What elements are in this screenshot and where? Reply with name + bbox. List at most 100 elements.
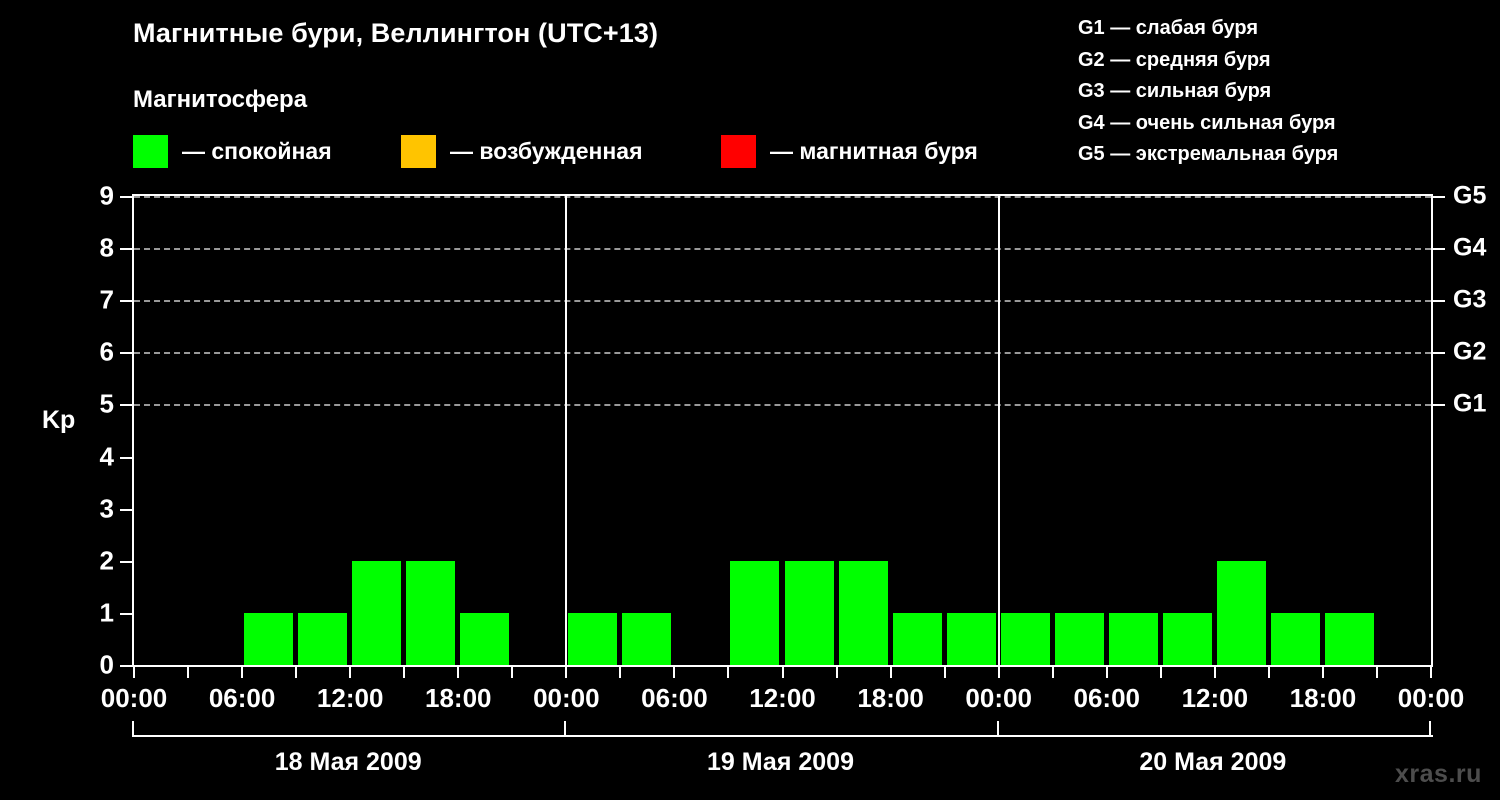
g-tick-label-g5: G5 [1453,181,1487,210]
x-tick-23 [1375,665,1378,678]
bar-21[interactable] [1270,612,1320,665]
y-tick-label-8: 8 [99,232,114,263]
x-tick-3 [295,665,298,678]
gscale-line-g2: G2 — средняя буря [1078,48,1271,71]
day-label-0: 18 Мая 2009 [274,748,422,776]
legend-label-storm: — магнитная буря [770,137,978,164]
day-label-1: 19 Мая 2009 [707,748,854,776]
gridline-kp-6 [134,352,1431,355]
x-tick-18 [1105,665,1108,678]
gridline-kp-9 [134,196,1431,198]
g-tick-label-g3: G3 [1453,285,1487,314]
y-tick-label-9: 9 [99,180,114,211]
y-tick-label-4: 4 [99,441,114,472]
orange-swatch-icon [401,134,436,168]
bar-6[interactable] [460,612,510,665]
day-bracket-tick-0 [132,721,134,735]
legend-label-unsettled: — возбужденная [450,137,643,164]
y-tick-label-3: 3 [99,493,114,524]
x-tick-label-7: 18:00 [857,683,924,713]
bar-9[interactable] [622,612,672,665]
bar-5[interactable] [406,560,456,665]
gridline-kp-7 [134,300,1431,303]
x-tick-label-1: 06:00 [208,683,276,713]
x-tick-11 [727,665,730,678]
x-tick-19 [1159,665,1162,678]
day-bracket-tick-3 [1429,721,1431,735]
x-tick-label-2: 12:00 [316,683,384,713]
x-tick-14 [889,665,892,678]
x-tick-22 [1321,665,1324,678]
y-tick-2 [120,560,134,563]
y-tick-label-2: 2 [99,545,114,576]
green-swatch-icon [133,134,168,168]
y-tick-9 [120,196,134,198]
y-tick-5 [120,404,134,407]
x-tick-10 [673,665,676,678]
y-tick-label-5: 5 [99,388,114,419]
legend-label-quiet: — спокойная [182,137,332,164]
bar-2[interactable] [244,612,294,665]
x-tick-2 [241,665,244,678]
x-tick-1 [187,665,190,678]
bar-12[interactable] [784,560,834,665]
day-bracket-tick-2 [996,721,999,735]
gridline-kp-8 [134,248,1431,251]
day-separator-2 [997,196,1000,665]
y-tick-6 [120,352,134,355]
y-axis-title: Kp [42,406,76,434]
x-tick-label-0: 00:00 [100,683,168,713]
g-tick-g5 [1431,196,1445,198]
bar-22[interactable] [1324,612,1374,665]
x-tick-17 [1051,665,1054,678]
day-axis-bar [132,721,1433,737]
y-tick-1 [120,612,134,615]
x-tick-0 [133,665,135,678]
bar-16[interactable] [1000,612,1050,665]
y-tick-label-1: 1 [99,597,114,628]
y-tick-label-7: 7 [99,284,114,315]
day-separator-1 [565,196,568,665]
bar-20[interactable] [1216,560,1266,665]
x-tick-label-4: 00:00 [533,683,600,713]
gscale-line-g5: G5 — экстремальная буря [1078,143,1339,165]
g-tick-label-g2: G2 [1453,337,1487,366]
bar-4[interactable] [352,560,402,665]
y-tick-7 [120,300,134,303]
y-tick-label-6: 6 [99,336,114,367]
bar-8[interactable] [568,612,618,665]
g-tick-g1 [1431,404,1445,407]
x-tick-12 [781,665,784,678]
gridline-kp-5 [134,404,1431,407]
chart-plot-inner: 0 1 2 3 4 5 6 7 8 9 G1 G2 G3 G4 G5 00:00 06:00 12:00 18:00… [100,181,1487,714]
x-tick-label-12: 00:00 [1397,683,1465,713]
bar-13[interactable] [838,560,888,665]
x-tick-5 [403,665,406,678]
g-tick-label-g4: G4 [1453,233,1487,262]
x-tick-7 [511,665,514,678]
page-title: Магнитные бури, Веллингтон (UTC+13) [133,18,659,48]
bar-3[interactable] [298,612,348,665]
x-tick-24 [1430,665,1432,678]
x-tick-label-6: 12:00 [749,683,816,713]
watermark: xras.ru [1395,760,1482,788]
x-tick-label-9: 06:00 [1073,683,1141,713]
bar-18[interactable] [1108,612,1158,665]
gscale-line-g3: G3 — сильная буря [1078,80,1272,102]
x-tick-label-3: 18:00 [425,683,492,713]
bar-14[interactable] [892,612,942,665]
bar-15[interactable] [946,612,996,665]
x-tick-label-10: 12:00 [1181,683,1249,713]
bar-11[interactable] [730,560,780,665]
y-tick-3 [120,508,134,511]
bar-17[interactable] [1054,612,1104,665]
x-tick-9 [619,665,622,678]
gscale-line-g4: G4 — очень сильная буря [1078,111,1336,134]
gscale-line-g1: G1 — слабая буря [1078,17,1259,39]
g-tick-g3 [1431,300,1445,303]
x-tick-label-8: 00:00 [965,683,1032,713]
y-tick-0 [120,665,134,667]
x-tick-label-5: 06:00 [641,683,708,713]
x-tick-15 [943,665,946,678]
bar-19[interactable] [1162,612,1212,665]
